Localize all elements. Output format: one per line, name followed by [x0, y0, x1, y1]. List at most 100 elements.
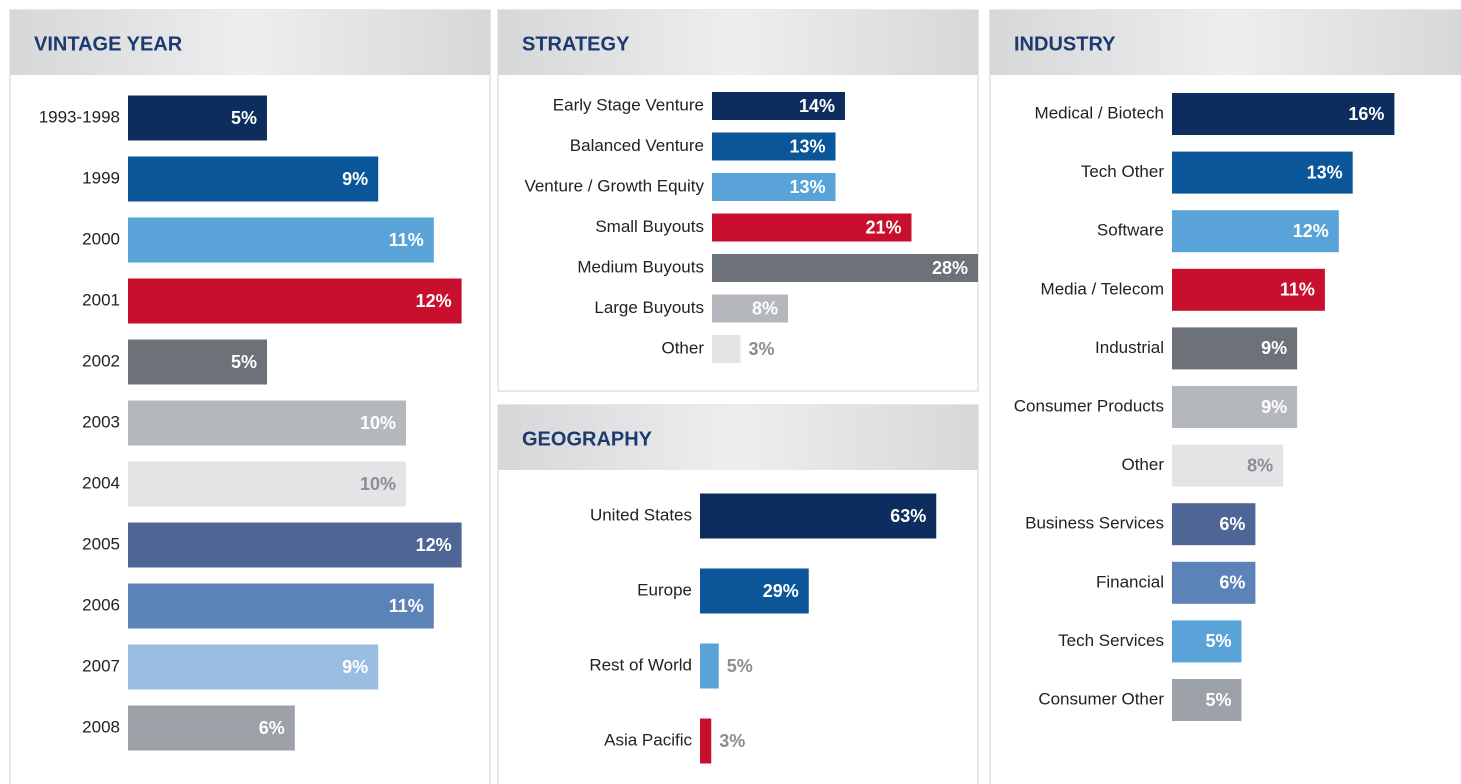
bar: [700, 643, 719, 689]
category-label: Large Buyouts: [594, 298, 704, 317]
value-label: 28%: [932, 258, 968, 278]
bar: [128, 461, 406, 507]
category-label: Balanced Venture: [570, 136, 704, 155]
category-label: 2002: [82, 351, 120, 370]
value-label: 13%: [789, 136, 825, 156]
bar: [712, 92, 845, 120]
category-label: United States: [590, 505, 692, 524]
bar: [128, 522, 462, 568]
category-label: 2007: [82, 656, 120, 675]
value-label: 8%: [752, 298, 778, 318]
category-label: Tech Services: [1058, 631, 1164, 650]
category-label: Media / Telecom: [1041, 279, 1164, 298]
value-label: 5%: [231, 352, 257, 372]
category-label: Medium Buyouts: [577, 257, 704, 276]
category-label: Venture / Growth Equity: [524, 176, 704, 195]
bar: [1172, 503, 1256, 546]
value-label: 12%: [1293, 221, 1329, 241]
category-label: 2008: [82, 717, 120, 736]
category-label: Business Services: [1025, 514, 1164, 533]
value-label: 13%: [789, 177, 825, 197]
value-label: 10%: [360, 413, 396, 433]
category-label: Other: [1121, 455, 1164, 474]
value-label: 13%: [1307, 162, 1343, 182]
bar: [712, 173, 836, 201]
bar: [128, 95, 267, 141]
value-label: 9%: [1261, 397, 1287, 417]
value-label: 14%: [799, 96, 835, 116]
value-label: 3%: [719, 731, 745, 751]
category-label: 2005: [82, 534, 120, 553]
bar: [128, 583, 434, 629]
value-label: 6%: [1219, 573, 1245, 593]
bar: [128, 217, 434, 263]
category-label: Industrial: [1095, 338, 1164, 357]
bar: [1172, 386, 1298, 428]
panel-header: [498, 10, 978, 75]
bar: [128, 644, 379, 690]
panel-title: INDUSTRY: [1014, 33, 1116, 55]
bar: [1172, 327, 1298, 370]
value-label: 9%: [342, 169, 368, 189]
value-label: 5%: [231, 108, 257, 128]
bar: [1172, 93, 1395, 135]
value-label: 16%: [1348, 104, 1384, 124]
value-label: 5%: [1205, 690, 1231, 710]
bar: [1172, 210, 1339, 253]
value-label: 11%: [389, 230, 424, 250]
category-label: 2000: [82, 229, 120, 248]
category-label: Tech Other: [1081, 162, 1164, 181]
bar: [712, 132, 836, 161]
bar: [700, 568, 809, 614]
category-label: Early Stage Venture: [553, 95, 704, 114]
category-label: Consumer Other: [1038, 689, 1164, 708]
value-label: 11%: [1280, 280, 1315, 300]
value-label: 5%: [1205, 631, 1231, 651]
category-label: Rest of World: [589, 655, 692, 674]
bar: [128, 156, 379, 202]
value-label: 29%: [763, 581, 799, 601]
value-label: 5%: [727, 656, 753, 676]
category-label: Financial: [1096, 572, 1164, 591]
panel-header: [990, 10, 1461, 75]
value-label: 11%: [389, 596, 424, 616]
panel-title: GEOGRAPHY: [522, 428, 653, 450]
value-label: 12%: [416, 291, 452, 311]
panel-title: STRATEGY: [522, 33, 630, 55]
value-label: 9%: [1261, 338, 1287, 358]
value-label: 8%: [1247, 455, 1273, 475]
bar: [128, 278, 462, 324]
category-label: Medical / Biotech: [1035, 103, 1164, 122]
bar: [128, 339, 267, 385]
category-label: Asia Pacific: [604, 730, 692, 749]
bar: [1172, 444, 1284, 487]
category-label: Software: [1097, 221, 1164, 240]
bar: [128, 705, 295, 751]
value-label: 6%: [1219, 514, 1245, 534]
category-label: 1993-1998: [39, 107, 120, 126]
value-label: 9%: [342, 657, 368, 677]
bar: [712, 254, 978, 282]
bar: [1172, 620, 1242, 663]
bar: [712, 294, 788, 323]
category-label: 1999: [82, 168, 120, 187]
value-label: 12%: [416, 535, 452, 555]
category-label: Small Buyouts: [595, 217, 704, 236]
panel-header: [498, 405, 978, 470]
category-label: Europe: [637, 580, 692, 599]
bar: [1172, 561, 1256, 604]
bar: [128, 400, 406, 446]
bar: [712, 213, 912, 242]
value-label: 63%: [890, 506, 926, 526]
bar: [1172, 151, 1353, 194]
bar: [700, 493, 937, 539]
category-label: Consumer Products: [1014, 396, 1164, 415]
value-label: 3%: [749, 339, 775, 359]
value-label: 21%: [865, 217, 901, 237]
category-label: Other: [661, 338, 704, 357]
bar: [712, 335, 741, 363]
panel-header: [10, 10, 490, 75]
category-label: 2001: [82, 290, 120, 309]
bar: [700, 718, 712, 764]
